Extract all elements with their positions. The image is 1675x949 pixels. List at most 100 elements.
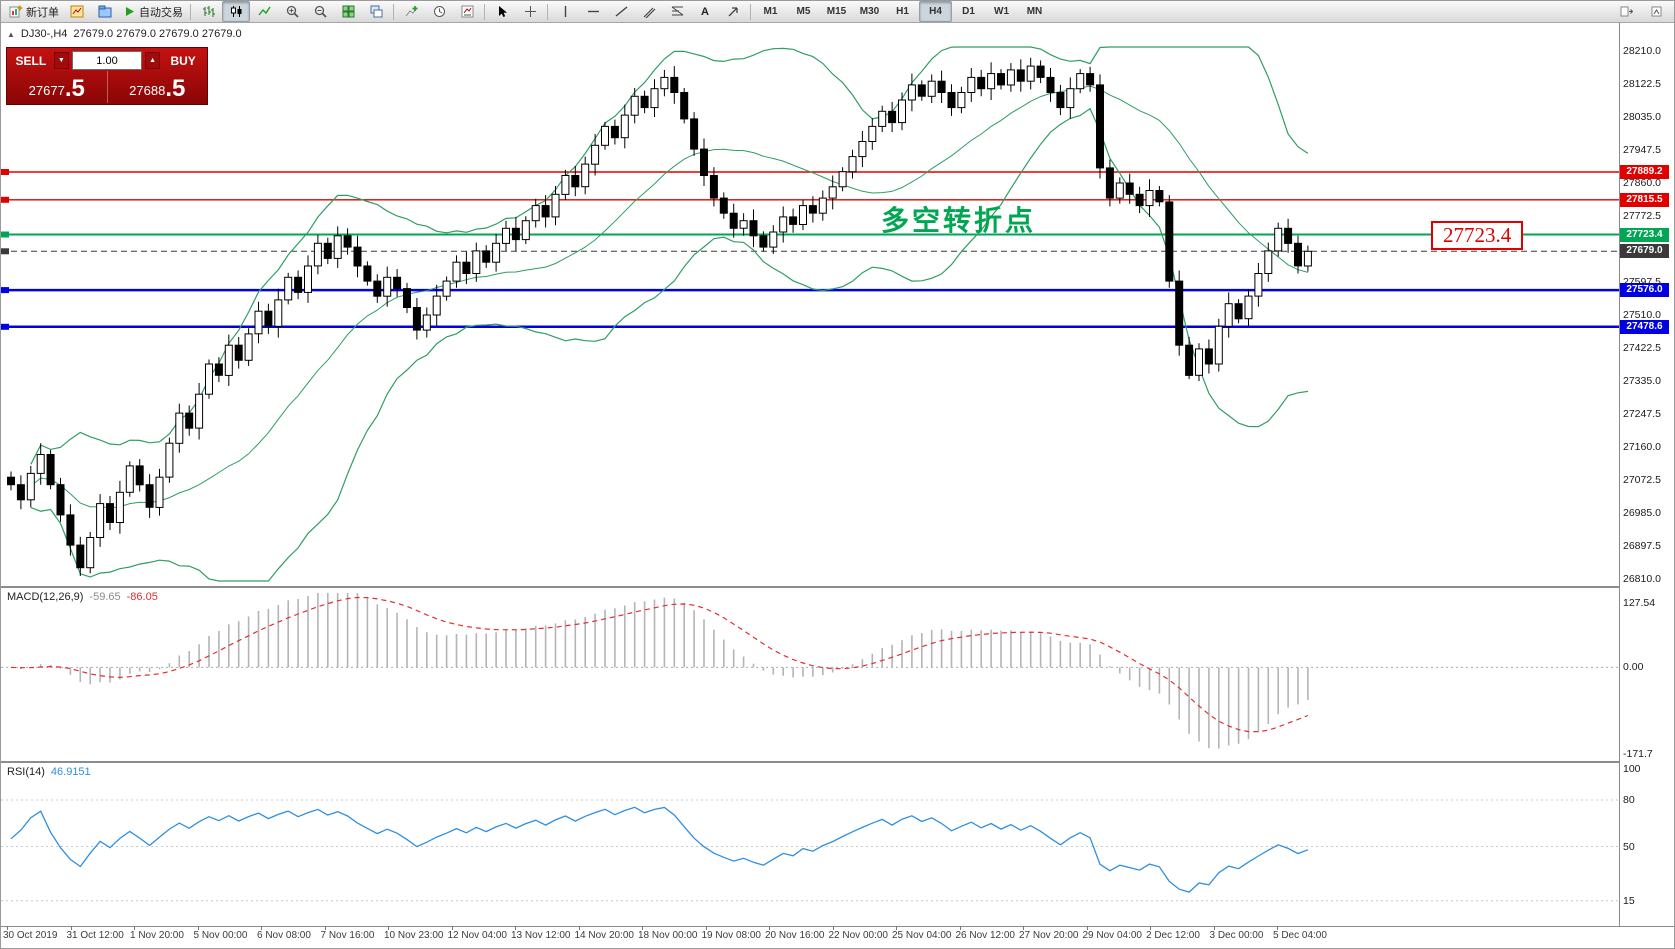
candle-body — [135, 465, 144, 486]
candle-body — [1234, 303, 1243, 320]
candle-body — [1036, 65, 1045, 78]
candle-body — [224, 344, 233, 376]
tile-windows-button[interactable] — [334, 1, 362, 22]
toolbar-overflow-button[interactable] — [1612, 1, 1640, 22]
candle-body — [749, 220, 758, 237]
candle-body — [571, 175, 580, 188]
rsi-name: RSI(14) — [7, 766, 45, 778]
candle-body — [16, 484, 25, 501]
zoom-out-button[interactable] — [306, 1, 334, 22]
candle-body — [1016, 69, 1025, 82]
candle-body — [353, 246, 362, 267]
macd-panel-separator[interactable] — [1, 586, 1619, 588]
trendline-tool-button[interactable] — [607, 1, 635, 22]
periods-clock-icon — [433, 6, 445, 17]
candle-body — [1175, 280, 1184, 346]
timeframe-m30-button[interactable]: M30 — [859, 6, 880, 17]
candle-body — [620, 114, 629, 139]
sell-button[interactable]: SELL — [15, 53, 47, 68]
candle-body — [422, 314, 431, 331]
candle-body — [1006, 69, 1015, 86]
crosshair-tool-button[interactable] — [516, 1, 544, 22]
timeframe-w1-button[interactable]: W1 — [994, 6, 1009, 17]
fibonacci-tool-button[interactable] — [663, 1, 691, 22]
vertical-line-tool-button[interactable] — [551, 1, 579, 22]
autotrade-button[interactable]: 自动交易 — [119, 1, 187, 22]
timeframe-h4-button[interactable]: H4 — [919, 1, 952, 22]
timeframe-d1-button[interactable]: D1 — [962, 6, 975, 17]
bollinger-middle-band — [30, 85, 1309, 509]
text-tool-button[interactable]: A — [691, 1, 719, 22]
candle-body — [76, 544, 85, 569]
candle-body — [323, 242, 332, 259]
periods-button[interactable] — [425, 1, 453, 22]
profiles-icon — [98, 5, 112, 18]
buy-button[interactable]: BUY — [170, 53, 196, 68]
macd-signal-value: -86.05 — [126, 591, 158, 603]
candle-body — [492, 242, 501, 263]
arrows-tool-button[interactable] — [719, 1, 747, 22]
one-click-trading-panel: SELL ▼ ▲ BUY 27677 .5 27688 .5 — [6, 47, 208, 105]
timeframe-m1-button[interactable]: M1 — [763, 6, 778, 17]
crosshair-icon — [524, 6, 536, 17]
timeframe-m15-button[interactable]: M15 — [826, 6, 847, 17]
candle-body — [26, 472, 35, 501]
candle-body — [185, 412, 194, 429]
buy-price[interactable]: 27688 .5 — [106, 71, 208, 103]
toolbar-options-button[interactable] — [1642, 1, 1670, 22]
level-left-marker — [1, 169, 9, 175]
channel-tool-button[interactable] — [635, 1, 663, 22]
volume-decrease-button[interactable]: ▼ — [53, 52, 69, 69]
add-indicator-button[interactable] — [397, 1, 425, 22]
new-order-icon — [9, 5, 23, 18]
ohlc-collapse-icon[interactable]: ▲ — [7, 29, 15, 39]
zoom-in-icon — [286, 5, 299, 18]
rsi-panel-separator[interactable] — [1, 761, 1619, 763]
chart-canvas[interactable] — [1, 23, 1675, 949]
buy-price-main: 27688 — [129, 83, 166, 98]
autotrade-label: 自动交易 — [139, 6, 183, 19]
candle-body — [957, 92, 966, 109]
level-left-marker — [1, 323, 9, 330]
chart-window[interactable]: ▲ DJ30-,H4 27679.0 27679.0 27679.0 27679… — [1, 23, 1675, 949]
candle-body — [86, 537, 95, 569]
candle-body — [729, 212, 738, 229]
candle-body — [403, 288, 411, 309]
candlestick-mode-button[interactable] — [222, 1, 250, 22]
candle-body — [304, 265, 312, 293]
charts-button[interactable] — [63, 1, 91, 22]
new-order-button[interactable]: 新订单 — [5, 1, 63, 22]
horizontal-line-tool-button[interactable] — [579, 1, 607, 22]
candle-body — [145, 484, 154, 508]
candle-body — [333, 235, 342, 259]
timeframe-mn-button[interactable]: MN — [1026, 6, 1043, 17]
candle-body — [1145, 190, 1154, 207]
zoom-out-icon — [314, 5, 327, 18]
timeframe-h1-button[interactable]: H1 — [896, 6, 909, 17]
volume-input[interactable] — [72, 51, 142, 70]
cascade-windows-button[interactable] — [362, 1, 390, 22]
candle-body — [294, 276, 303, 293]
candle-body — [670, 76, 679, 94]
candle-body — [7, 476, 15, 486]
profiles-button[interactable] — [91, 1, 119, 22]
cascade-windows-icon — [370, 5, 382, 18]
horizontal-line-icon — [587, 10, 599, 13]
candle-body — [1135, 193, 1144, 207]
candle-body — [1303, 250, 1312, 267]
templates-button[interactable] — [453, 1, 481, 22]
volume-increase-button[interactable]: ▲ — [145, 52, 161, 69]
sell-price[interactable]: 27677 .5 — [7, 71, 107, 103]
zoom-in-button[interactable] — [278, 1, 306, 22]
candle-body — [709, 175, 718, 199]
candle-body — [1056, 92, 1065, 109]
price-tag-box: 27723.4 — [1431, 221, 1524, 250]
price-axis-border — [1619, 23, 1620, 926]
line-chart-mode-button[interactable] — [250, 1, 278, 22]
cursor-tool-button[interactable] — [488, 1, 516, 22]
candle-body — [1264, 250, 1273, 274]
candle-body — [700, 148, 708, 176]
timeframe-m5-button[interactable]: M5 — [796, 6, 811, 17]
bar-chart-mode-button[interactable] — [194, 1, 222, 22]
candle-body — [878, 110, 887, 127]
